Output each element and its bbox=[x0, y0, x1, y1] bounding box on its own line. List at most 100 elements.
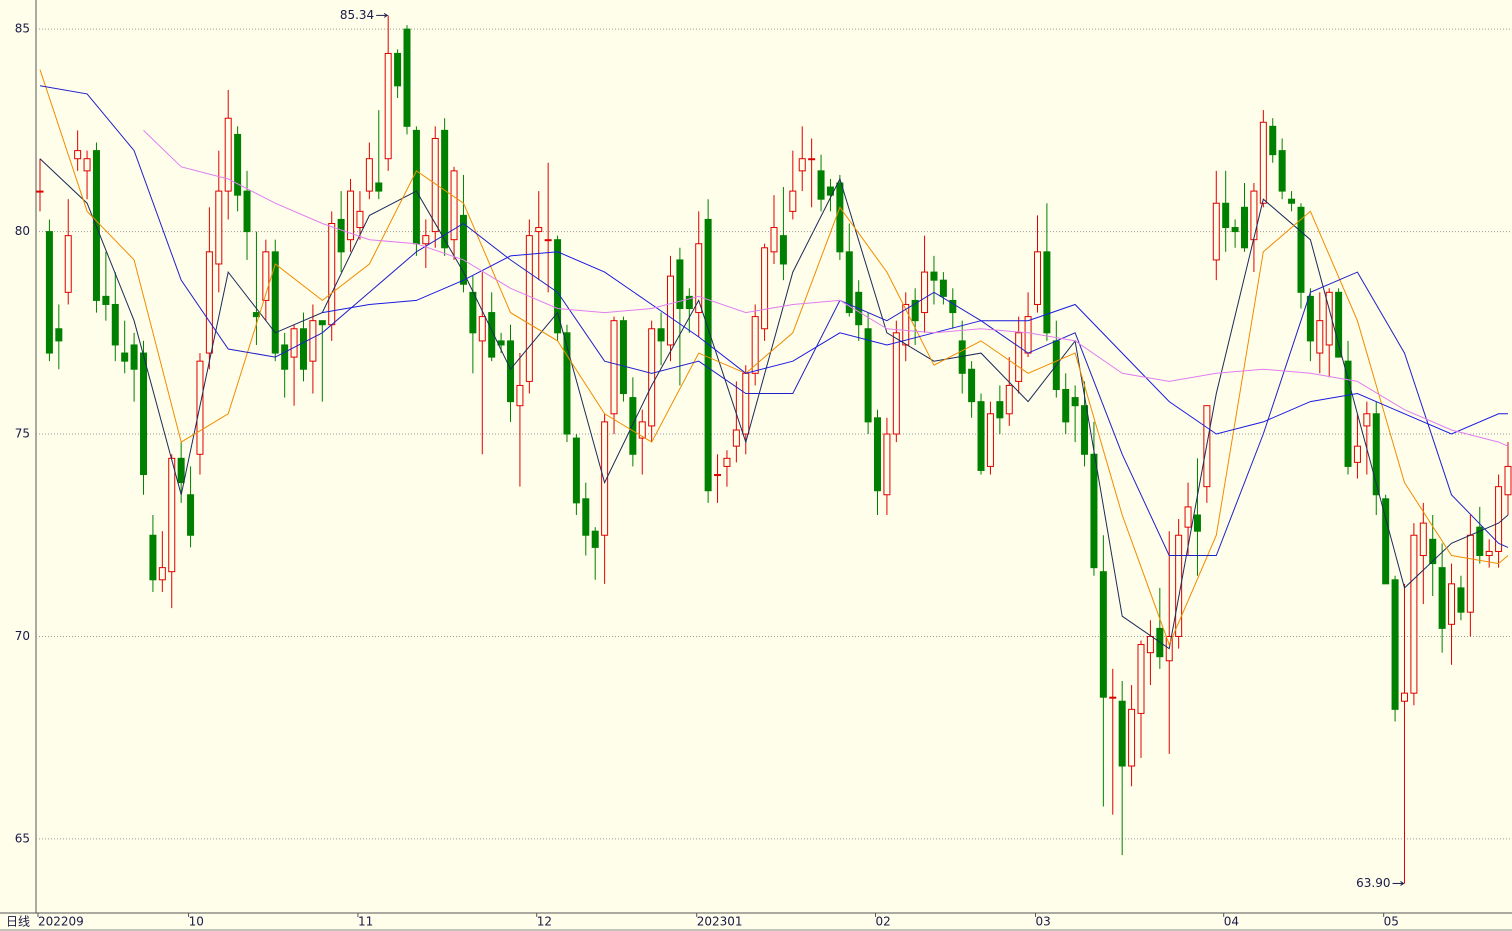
y-tick-label: 65 bbox=[15, 831, 30, 845]
candle-body bbox=[770, 227, 778, 253]
candle-body bbox=[64, 235, 72, 293]
candle-body bbox=[1400, 692, 1408, 702]
candle-body bbox=[1212, 202, 1220, 261]
candle-body bbox=[412, 129, 420, 245]
candle-body bbox=[403, 28, 411, 127]
candle-body bbox=[930, 271, 938, 281]
candle-body bbox=[619, 320, 627, 395]
candle-body bbox=[1146, 635, 1154, 654]
candle-body bbox=[224, 117, 232, 192]
annotation-arrowhead bbox=[1400, 881, 1405, 886]
candle-body bbox=[356, 210, 364, 229]
y-tick-label: 75 bbox=[15, 427, 30, 441]
candle-body bbox=[629, 397, 637, 455]
x-tick-label: 202301 bbox=[697, 915, 743, 929]
candle-body bbox=[582, 498, 590, 536]
candle-body bbox=[45, 231, 53, 354]
x-tick-label: 02 bbox=[876, 915, 891, 929]
candle-body bbox=[751, 316, 759, 374]
candle-body bbox=[554, 239, 562, 334]
candle-body bbox=[478, 316, 486, 342]
candle-body bbox=[121, 352, 129, 362]
candle-body bbox=[365, 158, 373, 192]
candle-body bbox=[431, 137, 439, 233]
candle-body bbox=[1241, 206, 1249, 249]
moving-average-line bbox=[39, 85, 1509, 556]
candle-body bbox=[243, 190, 251, 233]
candle-body bbox=[507, 340, 515, 403]
candle-body bbox=[911, 299, 919, 322]
candle-body bbox=[657, 328, 665, 342]
candle-body bbox=[140, 352, 148, 476]
candle-body bbox=[986, 413, 994, 467]
candle-body bbox=[394, 52, 402, 87]
candle-body bbox=[1372, 413, 1380, 496]
candle-body bbox=[742, 372, 750, 435]
moving-average-line bbox=[39, 69, 1509, 646]
candle-body bbox=[638, 421, 646, 439]
candle-body bbox=[648, 328, 656, 427]
candle-body bbox=[1090, 453, 1098, 569]
candle-body bbox=[1250, 190, 1258, 241]
x-tick-label: 10 bbox=[189, 915, 204, 929]
candle-body bbox=[695, 243, 703, 314]
candle-body bbox=[1466, 534, 1474, 613]
candle-body bbox=[949, 299, 957, 314]
candle-body bbox=[102, 295, 110, 305]
candle-body bbox=[384, 52, 392, 160]
candle-body bbox=[1193, 514, 1201, 532]
candle-body bbox=[874, 417, 882, 492]
y-tick-label: 70 bbox=[15, 629, 30, 643]
candle-body bbox=[1438, 567, 1446, 629]
candle-body bbox=[1457, 587, 1465, 613]
candle-body bbox=[1081, 405, 1089, 455]
candle-body bbox=[1316, 320, 1324, 354]
x-tick-label: 05 bbox=[1384, 915, 1399, 929]
candle-body bbox=[309, 320, 317, 362]
candle-body bbox=[535, 227, 543, 233]
candle-body bbox=[1269, 125, 1277, 156]
candle-body bbox=[798, 158, 806, 172]
candle-body bbox=[779, 235, 787, 265]
candle-body bbox=[1495, 486, 1503, 552]
candle-body bbox=[516, 384, 524, 407]
candle-body bbox=[610, 320, 618, 415]
candle-body bbox=[469, 291, 477, 334]
candle-body bbox=[525, 235, 533, 382]
candle-body bbox=[1231, 227, 1239, 233]
candle-body bbox=[939, 279, 947, 297]
candle-body bbox=[1353, 445, 1361, 463]
candle-body bbox=[1410, 534, 1418, 694]
candle-body bbox=[187, 494, 195, 536]
candle-body bbox=[1175, 534, 1183, 637]
candle-body bbox=[1043, 251, 1051, 334]
candle-body bbox=[544, 239, 552, 242]
candle-body bbox=[1485, 550, 1493, 556]
candle-body bbox=[74, 150, 82, 160]
candle-body bbox=[262, 251, 270, 301]
candle-body bbox=[375, 182, 383, 192]
candle-body bbox=[158, 567, 166, 581]
candle-body bbox=[488, 312, 496, 358]
candle-body bbox=[290, 328, 298, 358]
candle-body bbox=[572, 437, 580, 504]
candle-body bbox=[1419, 522, 1427, 556]
x-tick-label: 04 bbox=[1224, 915, 1239, 929]
candle-body bbox=[1259, 121, 1267, 204]
moving-average-line bbox=[39, 158, 1509, 650]
candle-body bbox=[111, 303, 119, 346]
candle-body bbox=[83, 158, 91, 172]
y-tick-label: 85 bbox=[15, 22, 30, 36]
candle-body bbox=[1137, 644, 1145, 714]
candle-body bbox=[808, 158, 816, 161]
candle-body bbox=[234, 133, 242, 196]
candle-body bbox=[281, 344, 289, 370]
period-label: 日线 bbox=[6, 915, 30, 929]
candle-body bbox=[1429, 538, 1437, 565]
candle-body bbox=[864, 328, 872, 423]
candle-body bbox=[299, 328, 307, 370]
candle-body bbox=[1448, 583, 1456, 625]
candle-body bbox=[177, 457, 185, 484]
candle-body bbox=[1335, 291, 1343, 358]
